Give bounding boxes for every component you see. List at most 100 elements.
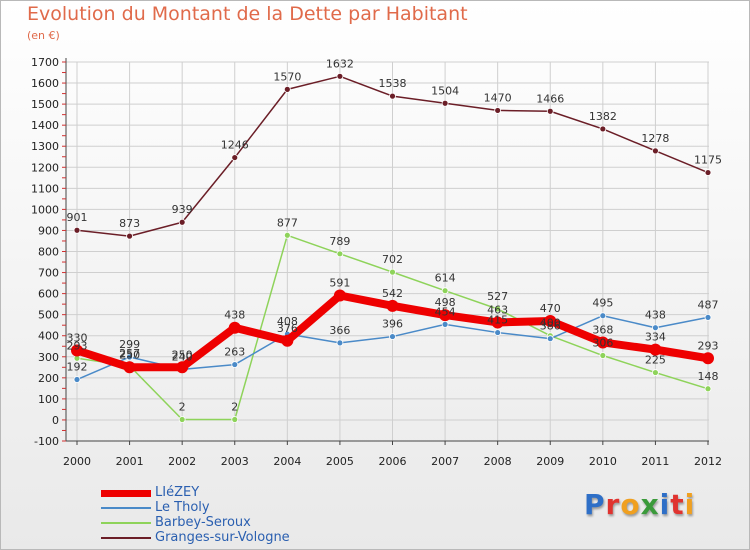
x-tick-label: 2000 (63, 455, 91, 468)
data-point-barbey-seroux (283, 231, 291, 239)
y-tick-label: 600 (38, 288, 59, 301)
data-point-li-zey (702, 352, 714, 365)
data-label: 386 (540, 320, 561, 333)
data-label: 408 (277, 315, 298, 328)
logo-letter: t (670, 488, 685, 521)
y-tick-label: 0 (52, 414, 59, 427)
legend-label-granges: Granges-sur-Vologne (155, 530, 290, 545)
data-label: 542 (382, 287, 403, 300)
data-point-li-zey (491, 316, 504, 329)
data-label: 1538 (379, 77, 407, 90)
data-point-li-zey (123, 361, 136, 374)
data-point-li-zey (228, 321, 241, 334)
data-point-barbey-seroux (494, 305, 502, 313)
series-lines (71, 72, 714, 423)
data-label: 1470 (484, 91, 512, 104)
data-point-le-tholy (546, 335, 554, 343)
data-label: 1246 (221, 139, 249, 152)
x-tick-label: 2008 (484, 455, 512, 468)
data-label: 1504 (431, 84, 459, 97)
data-label: 591 (329, 277, 350, 290)
data-point-li-zey (281, 334, 294, 347)
x-tick-label: 2010 (589, 455, 617, 468)
data-label: 789 (329, 235, 350, 248)
data-point-granges-sur-vologne (283, 85, 291, 93)
y-tick-label: 1600 (31, 77, 59, 90)
x-tick-label: 2005 (326, 455, 354, 468)
x-tick-label: 2003 (221, 455, 249, 468)
data-label: 877 (277, 216, 298, 229)
data-point-granges-sur-vologne (494, 107, 502, 114)
data-point-barbey-seroux (652, 369, 659, 376)
data-point-le-tholy (441, 320, 449, 328)
data-label: 527 (487, 290, 508, 303)
data-label: 330 (67, 331, 88, 344)
x-tick-label: 2004 (273, 455, 301, 468)
y-tick-label: 900 (38, 224, 59, 237)
legend-swatch-granges (101, 537, 151, 539)
data-label: 2 (231, 401, 238, 414)
data-point-li-zey (176, 361, 189, 374)
data-label: 1632 (326, 57, 354, 70)
data-point-granges-sur-vologne (336, 72, 344, 80)
data-point-barbey-seroux (704, 385, 712, 393)
data-label: 463 (487, 303, 508, 316)
y-tick-label: 1500 (31, 98, 59, 111)
data-label: 487 (698, 298, 719, 311)
data-point-barbey-seroux (441, 287, 449, 295)
data-point-granges-sur-vologne (178, 218, 186, 226)
data-label: 873 (119, 217, 140, 230)
data-label: 240 (172, 350, 193, 363)
data-label: 148 (698, 370, 719, 383)
data-point-le-tholy (704, 314, 712, 321)
y-tick-label: 1100 (31, 182, 59, 195)
logo-letter: i (684, 488, 696, 521)
data-point-li-zey (596, 336, 609, 349)
data-label: 1570 (273, 70, 301, 83)
grid-lines (66, 61, 709, 442)
data-point-li-zey (333, 289, 346, 302)
data-point-le-tholy (389, 333, 396, 340)
data-label: 293 (698, 339, 719, 352)
data-point-granges-sur-vologne (231, 154, 239, 161)
x-tick-label: 2012 (694, 455, 722, 468)
y-tick-label: 400 (38, 330, 59, 343)
logo-letter: x (640, 488, 660, 521)
data-point-barbey-seroux (231, 416, 239, 423)
data-label: 306 (592, 337, 613, 350)
chart-title: Evolution du Montant de la Dette par Hab… (27, 3, 468, 25)
data-label: 438 (224, 309, 245, 322)
x-tick-label: 2002 (168, 455, 196, 468)
axes: -100 0 100 200 300 400 500 600 700 800 900 1000 1100… (31, 56, 722, 468)
y-tick-label: 1000 (31, 203, 59, 216)
data-point-li-zey (649, 343, 662, 356)
data-point-granges-sur-vologne (441, 99, 449, 107)
data-point-granges-sur-vologne (704, 169, 712, 176)
data-label: 366 (329, 324, 350, 337)
y-tick-label: -100 (34, 435, 59, 448)
y-tick-label: 1400 (31, 119, 59, 132)
data-point-li-zey (386, 299, 399, 312)
legend-swatch-barbey-seroux (101, 522, 151, 524)
chart-subtitle: (en €) (27, 29, 60, 42)
data-label: 225 (645, 354, 666, 367)
legend-label-barbey-seroux: Barbey-Seroux (155, 515, 251, 530)
x-tick-label: 2009 (536, 455, 564, 468)
data-label: 495 (592, 297, 613, 310)
data-label: 396 (382, 318, 403, 331)
data-label: 250 (172, 348, 193, 361)
x-tick-label: 2006 (379, 455, 407, 468)
data-point-li-zey (544, 314, 557, 327)
data-point-granges-sur-vologne (599, 125, 607, 133)
data-label: 334 (645, 331, 666, 344)
legend-swatch-le-tholy (101, 507, 151, 509)
logo-letter: r (605, 488, 621, 521)
data-label: 192 (67, 361, 88, 374)
data-label: 368 (592, 323, 613, 336)
legend-label-liezey: LIéZEY (155, 485, 200, 500)
data-point-li-zey (439, 309, 452, 322)
data-label: 293 (67, 339, 88, 352)
legend-swatch-liezey (101, 490, 151, 497)
data-label: 1382 (589, 110, 617, 123)
